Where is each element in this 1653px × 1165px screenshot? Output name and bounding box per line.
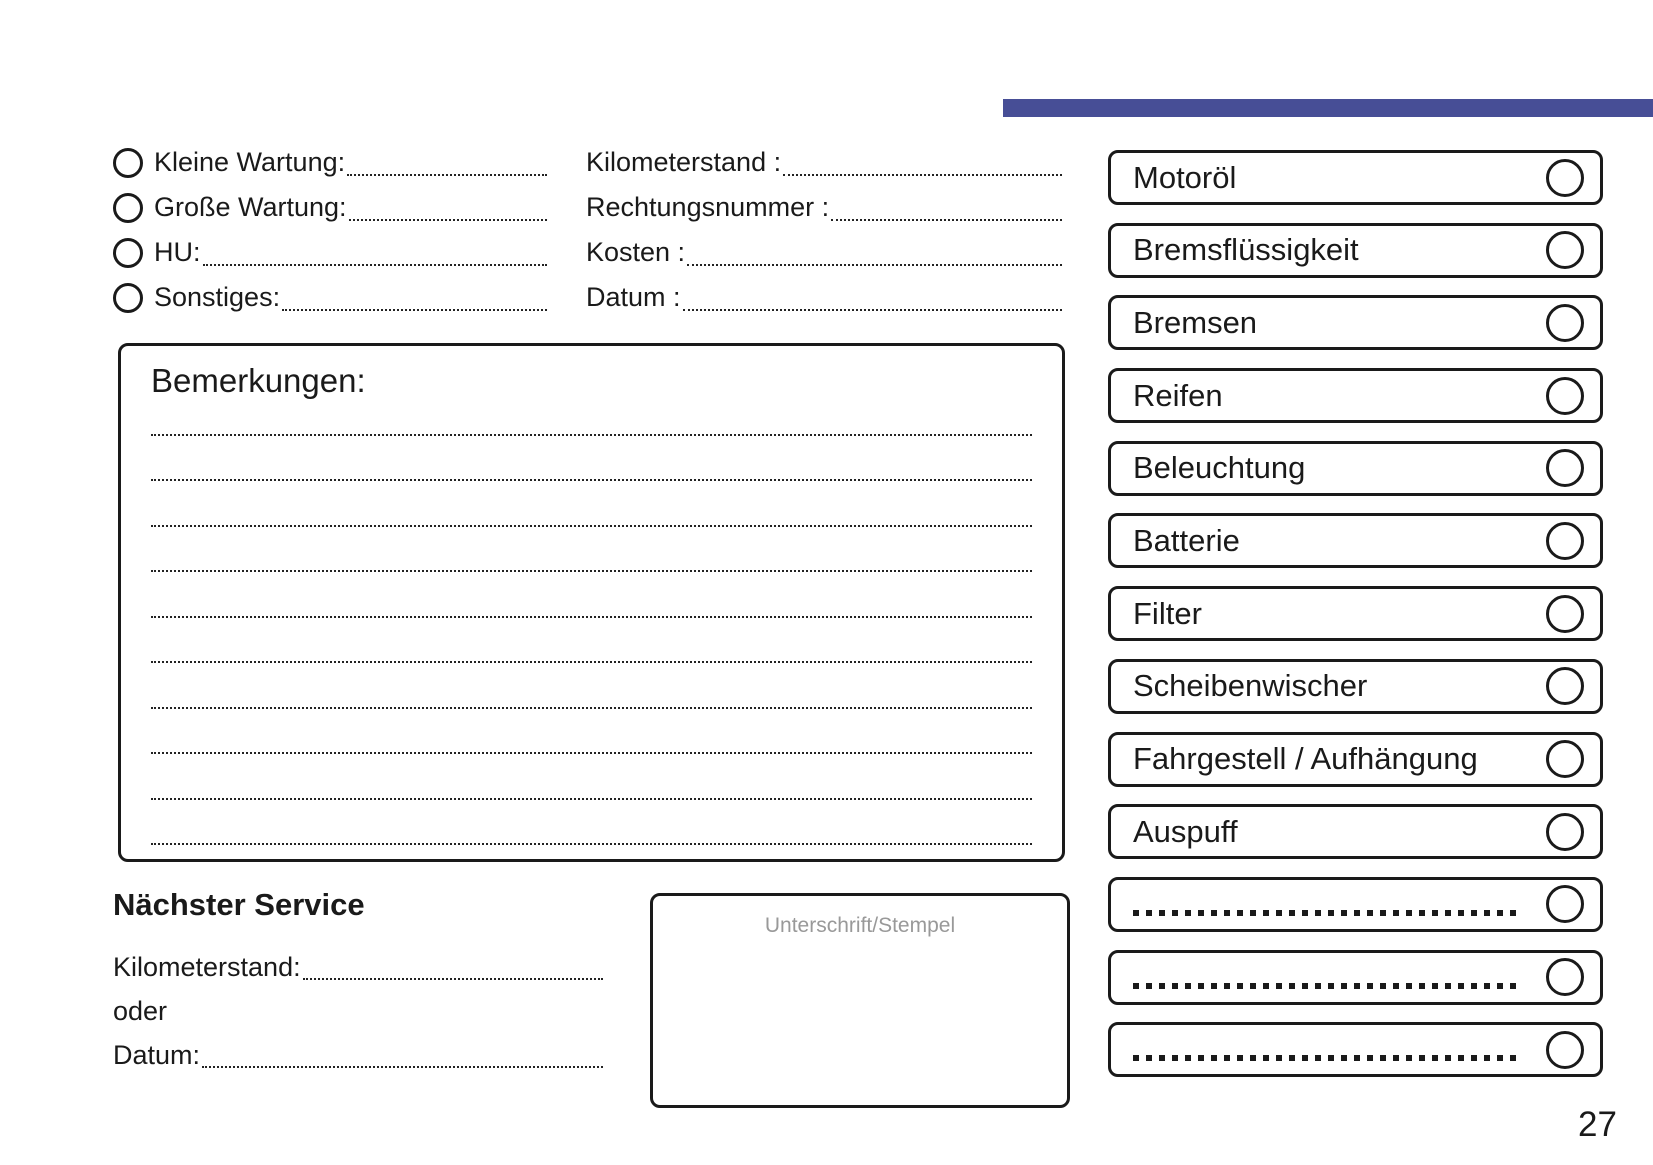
check-circle[interactable] — [1546, 521, 1584, 560]
next-service-or-label: oder — [113, 995, 168, 1026]
next-service-odometer-row: Kilometerstand: — [113, 945, 603, 989]
service-type-list: Kleine Wartung: Große Wartung: HU: Sonst… — [113, 140, 547, 320]
next-service-date-row: Datum: — [113, 1033, 603, 1077]
checklist-item: Reifen — [1108, 368, 1603, 424]
checklist-item-label: Reifen — [1133, 377, 1223, 413]
checklist-item: Filter — [1108, 586, 1603, 642]
checklist-item — [1108, 876, 1603, 932]
remarks-box: Bemerkungen: — [118, 343, 1065, 862]
remarks-line[interactable] — [151, 436, 1032, 481]
checklist-item-label: Beleuchtung — [1133, 450, 1306, 486]
signature-stamp-area[interactable]: Unterschrift/Stempel — [650, 893, 1070, 1108]
check-circle[interactable] — [1546, 231, 1584, 270]
checklist-item: Bremsen — [1108, 295, 1603, 351]
invoice-field-row: Kilometerstand : — [575, 140, 1062, 185]
service-type-radio[interactable] — [113, 282, 143, 313]
invoice-field-row: Datum : — [575, 275, 1062, 320]
fill-in-line[interactable] — [302, 978, 603, 980]
invoice-field-row: Kosten : — [575, 230, 1062, 275]
checklist-item-label: Batterie — [1133, 522, 1240, 558]
fill-in-line[interactable] — [202, 1066, 603, 1068]
next-service-date-label: Datum: — [113, 1039, 201, 1070]
accent-bar — [1003, 99, 1653, 117]
checklist-item: Batterie — [1108, 513, 1603, 569]
service-type-row: Sonstiges: — [113, 275, 547, 320]
fill-in-line[interactable] — [1133, 909, 1520, 916]
check-circle[interactable] — [1546, 740, 1584, 778]
page-number: 27 — [1578, 1105, 1617, 1144]
invoice-field-label: Datum : — [586, 282, 681, 312]
remarks-line[interactable] — [151, 800, 1032, 845]
service-type-radio[interactable] — [113, 147, 143, 178]
fill-in-line[interactable] — [687, 264, 1062, 266]
fill-in-line[interactable] — [1133, 982, 1520, 989]
fill-in-line[interactable] — [783, 174, 1062, 176]
fill-in-line[interactable] — [202, 264, 547, 266]
service-type-label: HU: — [154, 237, 201, 267]
remarks-line[interactable] — [151, 527, 1032, 572]
check-circle[interactable] — [1546, 812, 1584, 851]
service-type-radio[interactable] — [113, 237, 143, 268]
remarks-title: Bemerkungen: — [151, 362, 366, 399]
checklist-item: Bremsflüssigkeit — [1108, 222, 1603, 278]
service-type-radio[interactable] — [113, 192, 143, 223]
remarks-line[interactable] — [151, 481, 1032, 527]
checklist-item-label: Auspuff — [1133, 813, 1238, 849]
service-type-row: HU: — [113, 230, 547, 275]
checklist: Motoröl Bremsflüssigkeit Bremsen Reifen … — [1108, 150, 1603, 1078]
checklist-item: Auspuff — [1108, 804, 1603, 860]
invoice-field-label: Kilometerstand : — [586, 147, 782, 177]
check-circle[interactable] — [1546, 303, 1584, 342]
service-type-label: Kleine Wartung: — [154, 147, 346, 177]
remarks-line[interactable] — [151, 572, 1032, 618]
checklist-item: Scheibenwischer — [1108, 658, 1603, 714]
checklist-item-label: Fahrgestell / Aufhängung — [1133, 741, 1478, 776]
check-circle[interactable] — [1546, 1030, 1584, 1069]
check-circle[interactable] — [1546, 594, 1584, 633]
fill-in-line[interactable] — [831, 219, 1062, 221]
check-circle[interactable] — [1546, 449, 1584, 488]
checklist-item-label: Bremsen — [1133, 304, 1258, 340]
next-service-section: Nächster Service Kilometerstand: oder Da… — [113, 885, 603, 1077]
service-type-label: Große Wartung: — [154, 192, 347, 222]
check-circle[interactable] — [1546, 885, 1584, 924]
remarks-lines — [151, 390, 1032, 845]
next-service-odometer-label: Kilometerstand: — [113, 951, 301, 982]
check-circle[interactable] — [1546, 158, 1584, 197]
invoice-field-list: Kilometerstand : Rechtungsnummer : Koste… — [575, 140, 1062, 320]
checklist-item: Fahrgestell / Aufhängung — [1108, 731, 1603, 787]
next-service-or-row: oder — [113, 989, 603, 1033]
fill-in-line[interactable] — [282, 309, 547, 311]
remarks-line[interactable] — [151, 709, 1032, 754]
remarks-line[interactable] — [151, 618, 1032, 663]
fill-in-line[interactable] — [682, 309, 1062, 311]
fill-in-line[interactable] — [1133, 1055, 1520, 1062]
checklist-item — [1108, 949, 1603, 1005]
checklist-item-label: Motoröl — [1133, 159, 1237, 195]
signature-stamp-label: Unterschrift/Stempel — [764, 914, 956, 937]
next-service-title: Nächster Service — [113, 887, 365, 922]
check-circle[interactable] — [1546, 376, 1584, 415]
service-type-label: Sonstiges: — [154, 282, 281, 312]
fill-in-line[interactable] — [348, 219, 547, 221]
check-circle[interactable] — [1546, 958, 1584, 997]
check-circle[interactable] — [1546, 667, 1584, 706]
checklist-item-label: Filter — [1133, 595, 1202, 631]
invoice-field-label: Rechtungsnummer : — [586, 192, 830, 222]
service-type-row: Kleine Wartung: — [113, 140, 547, 185]
checklist-item: Motoröl — [1108, 150, 1603, 205]
invoice-field-row: Rechtungsnummer : — [575, 185, 1062, 230]
invoice-field-label: Kosten : — [586, 237, 686, 267]
remarks-line[interactable] — [151, 663, 1032, 709]
checklist-item-label: Bremsflüssigkeit — [1133, 232, 1359, 268]
service-type-row: Große Wartung: — [113, 185, 547, 230]
fill-in-line[interactable] — [347, 174, 547, 176]
checklist-item-label: Scheibenwischer — [1133, 668, 1368, 704]
checklist-item: Beleuchtung — [1108, 440, 1603, 496]
remarks-line[interactable] — [151, 754, 1032, 800]
remarks-line[interactable] — [151, 390, 1032, 436]
checklist-item — [1108, 1022, 1603, 1078]
